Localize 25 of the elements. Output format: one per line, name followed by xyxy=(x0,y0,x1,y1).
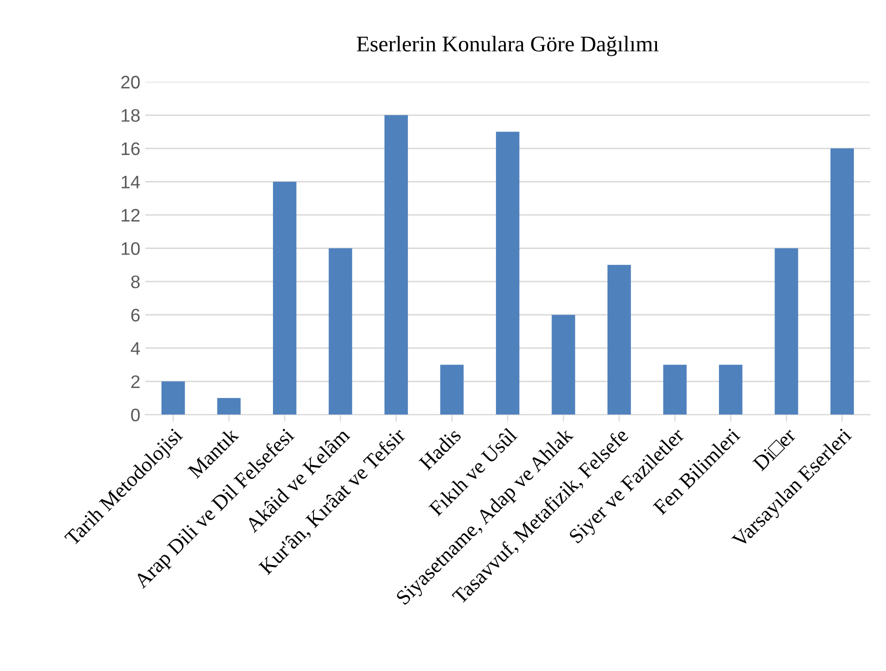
y-tick-label: 6 xyxy=(131,308,140,322)
bar xyxy=(774,248,798,415)
bar xyxy=(440,364,464,415)
y-tick-label: 16 xyxy=(122,142,140,156)
bar xyxy=(830,148,854,415)
y-tick-label: 4 xyxy=(130,342,140,355)
y-tick-label: 12 xyxy=(122,208,140,222)
y-tick-label: 2 xyxy=(131,375,140,388)
bar xyxy=(161,381,185,415)
bar xyxy=(552,314,576,415)
bar xyxy=(328,248,352,415)
y-tick-label: 20 xyxy=(121,76,140,89)
y-tick-label: 18 xyxy=(122,109,140,122)
y-tick-label: 14 xyxy=(122,176,140,188)
y-tick-label: 8 xyxy=(131,275,140,288)
chart-title: Eserlerin Konulara Göre Dağılımı xyxy=(356,36,659,56)
bar xyxy=(718,364,742,415)
y-tick-label: 10 xyxy=(122,242,140,255)
bar xyxy=(217,398,241,415)
bar xyxy=(384,115,408,415)
bar xyxy=(663,364,687,415)
bar xyxy=(607,264,631,415)
y-tick-label: 0 xyxy=(131,408,140,422)
bar xyxy=(272,182,296,415)
bar xyxy=(496,132,520,415)
